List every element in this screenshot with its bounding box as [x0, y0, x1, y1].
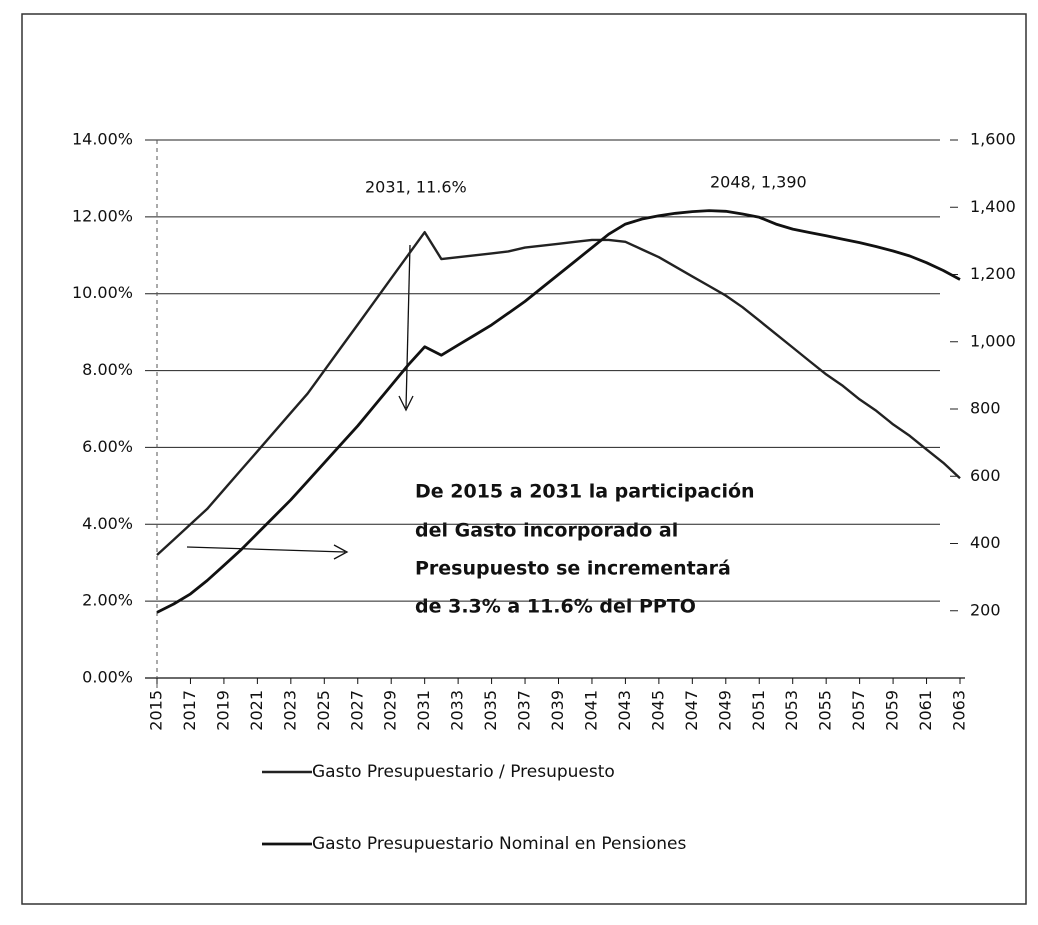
arrow	[186, 546, 346, 553]
chart-frame	[21, 13, 1027, 905]
note-line: de 3.3% a 11.6% del PPTO	[415, 596, 696, 618]
legend-label: Gasto Presupuestario / Presupuesto	[312, 762, 615, 782]
note-line: De 2015 a 2031 la participación	[415, 481, 755, 503]
x-tick-label: 2019	[213, 690, 232, 731]
x-tick-label: 2045	[648, 690, 667, 731]
x-tick-label: 2051	[749, 690, 768, 731]
x-tick-label: 2057	[849, 690, 868, 731]
y-tick-label: 4.00%	[82, 514, 133, 533]
y-tick-label: 2.00%	[82, 591, 133, 610]
x-tick-label: 2041	[581, 690, 600, 731]
arrow-head	[398, 395, 414, 412]
x-tick-label: 2017	[180, 690, 199, 731]
x-tick-label: 2063	[950, 690, 969, 731]
y-tick-label: 12.00%	[72, 206, 133, 225]
y-tick-label: 0.00%	[82, 668, 133, 687]
x-tick-label: 2061	[916, 690, 935, 731]
x-tick-label: 2031	[414, 690, 433, 731]
x-tick-label: 2035	[481, 690, 500, 731]
y2-tick-label: 1,600	[970, 130, 1016, 149]
y2-tick-label: 400	[970, 533, 1001, 552]
x-tick-label: 2025	[314, 690, 333, 731]
y-tick-label: 10.00%	[72, 283, 133, 302]
note-line: Presupuesto se incrementará	[415, 558, 731, 580]
series-line	[156, 231, 961, 556]
y-tick-label: 6.00%	[82, 437, 133, 456]
x-tick-label: 2037	[515, 690, 534, 731]
y2-tick-label: 1,200	[970, 264, 1016, 283]
x-tick-label: 2023	[280, 690, 299, 731]
legend-label: Gasto Presupuestario Nominal en Pensione…	[312, 834, 687, 854]
series-line	[156, 209, 961, 614]
note-line: del Gasto incorporado al	[415, 520, 678, 542]
x-tick-label: 2021	[247, 690, 266, 731]
y2-tick-label: 1,000	[970, 331, 1016, 350]
x-tick-label: 2049	[715, 690, 734, 731]
annotation: 2048, 1,390	[710, 173, 807, 192]
x-tick-label: 2027	[347, 690, 366, 731]
x-tick-label: 2047	[682, 690, 701, 731]
x-tick-label: 2033	[448, 690, 467, 731]
x-tick-label: 2055	[816, 690, 835, 731]
x-tick-label: 2059	[883, 690, 902, 731]
x-tick-label: 2053	[782, 690, 801, 731]
y-tick-label: 14.00%	[72, 130, 133, 149]
note: De 2015 a 2031 la participación del Gast…	[415, 481, 755, 618]
arrow	[405, 244, 411, 409]
y2-tick-label: 800	[970, 399, 1001, 418]
y2-tick-label: 200	[970, 600, 1001, 619]
annotation: 2031, 11.6%	[365, 178, 467, 197]
y2-tick-label: 600	[970, 466, 1001, 485]
x-tick-label: 2039	[548, 690, 567, 731]
x-tick-label: 2029	[381, 690, 400, 731]
x-tick-label: 2015	[147, 690, 166, 731]
x-tick-label: 2043	[615, 690, 634, 731]
arrow-head	[333, 544, 349, 560]
y-tick-label: 8.00%	[82, 360, 133, 379]
y2-tick-label: 1,400	[970, 197, 1016, 216]
